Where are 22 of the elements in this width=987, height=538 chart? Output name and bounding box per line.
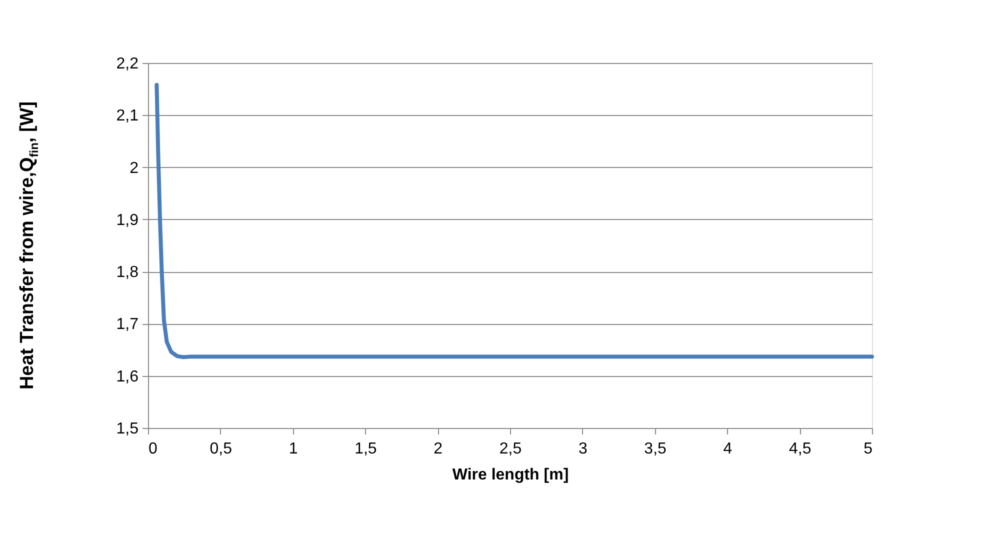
x-tick-label: 4: [723, 440, 732, 458]
x-tick-label: 2,5: [499, 440, 522, 458]
y-tick-label: 2: [130, 160, 139, 177]
x-tick-label: 0,5: [210, 440, 232, 458]
y-tick-label: 1,5: [116, 420, 139, 438]
y-axis-title: Heat Transfer from wire,Qfin, [W]: [17, 101, 41, 390]
y-tick-label: 1,7: [116, 316, 139, 334]
y-tick-label: 1,8: [116, 264, 139, 282]
y-tick-label: 2,2: [116, 56, 139, 72]
x-tick-label: 2: [434, 440, 443, 458]
y-tick-label: 1,9: [116, 212, 139, 229]
x-axis-title: Wire length [m]: [452, 466, 569, 484]
x-tick-label: 3,5: [644, 440, 667, 458]
y-tick-label: 2,1: [116, 108, 139, 125]
x-tick-label: 1,5: [354, 440, 377, 458]
line-series: [154, 82, 874, 360]
x-tick-label: 0: [148, 440, 158, 458]
x-tick-label: 4,5: [788, 440, 812, 458]
x-tick-label: 5: [864, 440, 873, 458]
y-tick-label: 1,6: [116, 368, 139, 386]
x-tick-label: 1: [288, 440, 298, 458]
x-tick-label: 3: [578, 440, 588, 458]
